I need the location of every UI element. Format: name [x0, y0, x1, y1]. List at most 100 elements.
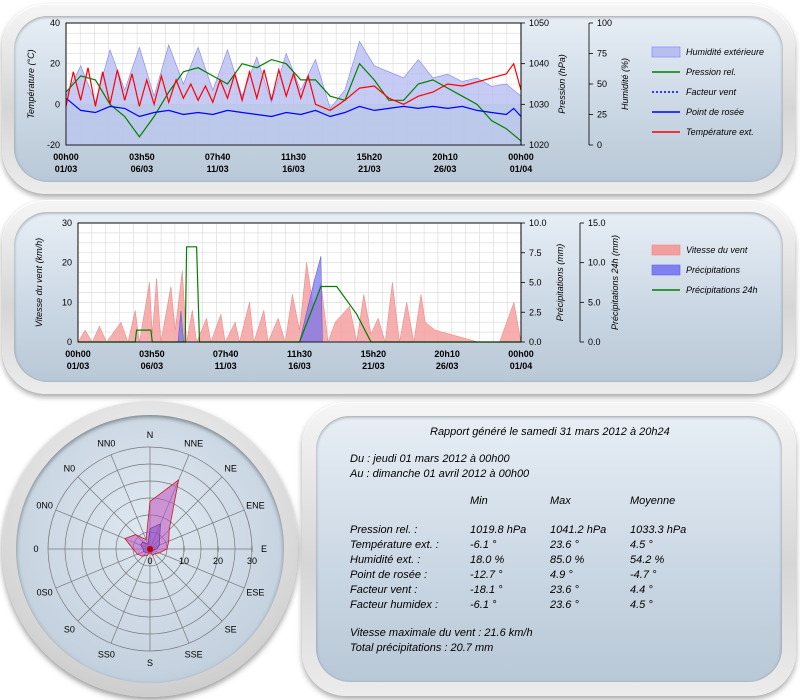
- direction-label: 0N0: [36, 500, 53, 510]
- x-tick-time: 20h10: [434, 349, 460, 359]
- direction-label: ENE: [246, 500, 265, 510]
- direction-label: NNE: [184, 439, 203, 449]
- report-header-avg: Moyenne: [630, 495, 676, 507]
- y3-tick-label: 10.0: [588, 258, 606, 268]
- report-row-label: Point de rosée :: [350, 569, 428, 581]
- x-tick-date: 06/03: [141, 361, 164, 371]
- x-tick-date: 21/03: [358, 164, 381, 174]
- y-tick-label: 20: [62, 258, 72, 268]
- y2-tick-label: 1050: [529, 18, 549, 28]
- x-tick-time: 11h30: [281, 152, 306, 162]
- x-tick-time: 07h40: [213, 349, 239, 359]
- x-tick-date: 01/03: [55, 164, 78, 174]
- report-row-min: 18.0 %: [470, 554, 505, 566]
- x-tick-time: 03h50: [129, 152, 155, 162]
- direction-label: S0: [64, 625, 75, 635]
- legend-label: Précipitations 24h: [686, 285, 758, 295]
- wind-rain-chart-panel: 30 20 10 0 10.0 7.5 5.0 2.5 0.0 15.0 10.0 5.0 0.0 Vit…: [2, 200, 795, 394]
- report-row-label: Pression rel. :: [350, 524, 418, 536]
- y-tick-label: 40: [50, 18, 60, 28]
- x-tick-time: 00h00: [65, 349, 91, 359]
- x-tick-date: 16/03: [282, 164, 305, 174]
- x-tick-date: 01/04: [510, 361, 533, 371]
- report-row-max: 23.6 °: [550, 599, 579, 611]
- x-tick-time: 00h00: [508, 152, 534, 162]
- report-rain-total: Total précipitations : 20.7 mm: [350, 642, 494, 654]
- x-tick-date: 01/03: [67, 361, 90, 371]
- wind-rain-chart: 30 20 10 0 10.0 7.5 5.0 2.5 0.0 15.0 10.0 5.0 0.0 Vit…: [34, 218, 758, 371]
- y-tick-label: 0: [55, 99, 60, 109]
- precipitation-24h-line: [78, 246, 521, 343]
- y2-tick-label: 2.5: [529, 307, 542, 317]
- report-row-max: 23.6 °: [550, 584, 579, 596]
- y3-tick-label: 100: [597, 18, 612, 28]
- y-axis-label: Vitesse du vent (km/h): [34, 238, 44, 327]
- y3-axis-label: Humidité (%): [620, 58, 630, 110]
- temperature-line: [65, 62, 522, 112]
- direction-label: 0: [33, 544, 38, 554]
- legend-label: Précipitations: [686, 265, 741, 275]
- x-tick-time: 11h30: [287, 349, 312, 359]
- dew-point-line: [65, 97, 522, 118]
- legend-label: Point de rosée: [686, 107, 744, 117]
- report-row-label: Température ext. :: [350, 539, 439, 551]
- y2-axis-label: Précipitations (mm): [555, 244, 565, 322]
- legend-label: Facteur vent: [686, 87, 737, 97]
- y2-tick-label: 0.0: [529, 337, 542, 347]
- report-header-min: Min: [470, 495, 488, 507]
- x-tick-time: 07h40: [205, 152, 231, 162]
- report-row-min: -18.1 °: [470, 584, 503, 596]
- x-tick-date: 16/03: [288, 361, 311, 371]
- legend-swatch: [651, 264, 681, 276]
- direction-label: SS0: [98, 649, 115, 659]
- rose-spoke: [55, 548, 151, 589]
- y3-tick-label: 0.0: [588, 337, 601, 347]
- direction-label: E: [261, 544, 267, 554]
- report-row-max: 4.9 °: [550, 569, 573, 581]
- rose-spoke: [110, 548, 151, 644]
- y2-tick-label: 1030: [529, 99, 549, 109]
- x-tick-date: 26/03: [434, 164, 457, 174]
- x-tick-date: 11/03: [215, 361, 237, 371]
- report-header-max: Max: [550, 495, 571, 507]
- y3-tick-label: 50: [597, 79, 607, 89]
- report-title: Rapport généré le samedi 31 mars 2012 à …: [430, 426, 670, 438]
- direction-label: N0: [64, 463, 76, 473]
- y2-tick-label: 1040: [529, 59, 549, 69]
- direction-label: NN0: [97, 439, 115, 449]
- rose-spoke: [149, 548, 190, 644]
- report-row-avg: 4.5 °: [630, 599, 653, 611]
- humidity-area: [65, 40, 522, 146]
- x-tick-time: 15h20: [361, 349, 387, 359]
- report-to: Au : dimanche 01 avril 2012 à 00h00: [350, 468, 530, 480]
- direction-label: SE: [225, 625, 237, 635]
- legend-label: Pression rel.: [686, 67, 736, 77]
- x-tick-date: 01/04: [510, 164, 533, 174]
- direction-label: S: [147, 658, 153, 668]
- x-tick-time: 15h20: [357, 152, 383, 162]
- wind-rose-frame: N NNE NE ENE E ESE SE SSE S SS0 S0 0S0 0 0N0 N0 NN0 0 10 2…: [2, 401, 298, 697]
- direction-label: SSE: [185, 649, 203, 659]
- radial-tick-label: 20: [213, 556, 223, 566]
- x-tick-time: 03h50: [139, 349, 165, 359]
- y3-tick-label: 75: [597, 49, 607, 59]
- legend-label: Vitesse du vent: [686, 245, 748, 255]
- y3-tick-label: 15.0: [588, 218, 606, 228]
- x-tick-time: 00h00: [508, 349, 534, 359]
- report-row-avg: 1033.3 hPa: [630, 524, 687, 536]
- direction-label: 0S0: [37, 588, 53, 598]
- weather-chart: 40 20 0 -20 1050 1040 1030 1020 100 75 50 25 0 Tempér…: [26, 18, 764, 174]
- direction-label: NE: [224, 463, 237, 473]
- y3-tick-label: 5.0: [588, 297, 601, 307]
- wind-max-polygon: [124, 478, 180, 557]
- x-tick-time: 00h00: [53, 152, 79, 162]
- y3-tick-label: 25: [597, 110, 607, 120]
- y-tick-label: 30: [62, 218, 72, 228]
- legend-swatch: [651, 244, 681, 256]
- report-row-avg: -4.7 °: [630, 569, 657, 581]
- report-row-max: 1041.2 hPa: [550, 524, 607, 536]
- y3-axis-label: Précipitations 24h (mm): [610, 235, 620, 330]
- report-wind-max: Vitesse maximale du vent : 21.6 km/h: [350, 627, 533, 639]
- report-row-min: -6.1 °: [470, 599, 497, 611]
- legend-label: Température ext.: [686, 127, 754, 137]
